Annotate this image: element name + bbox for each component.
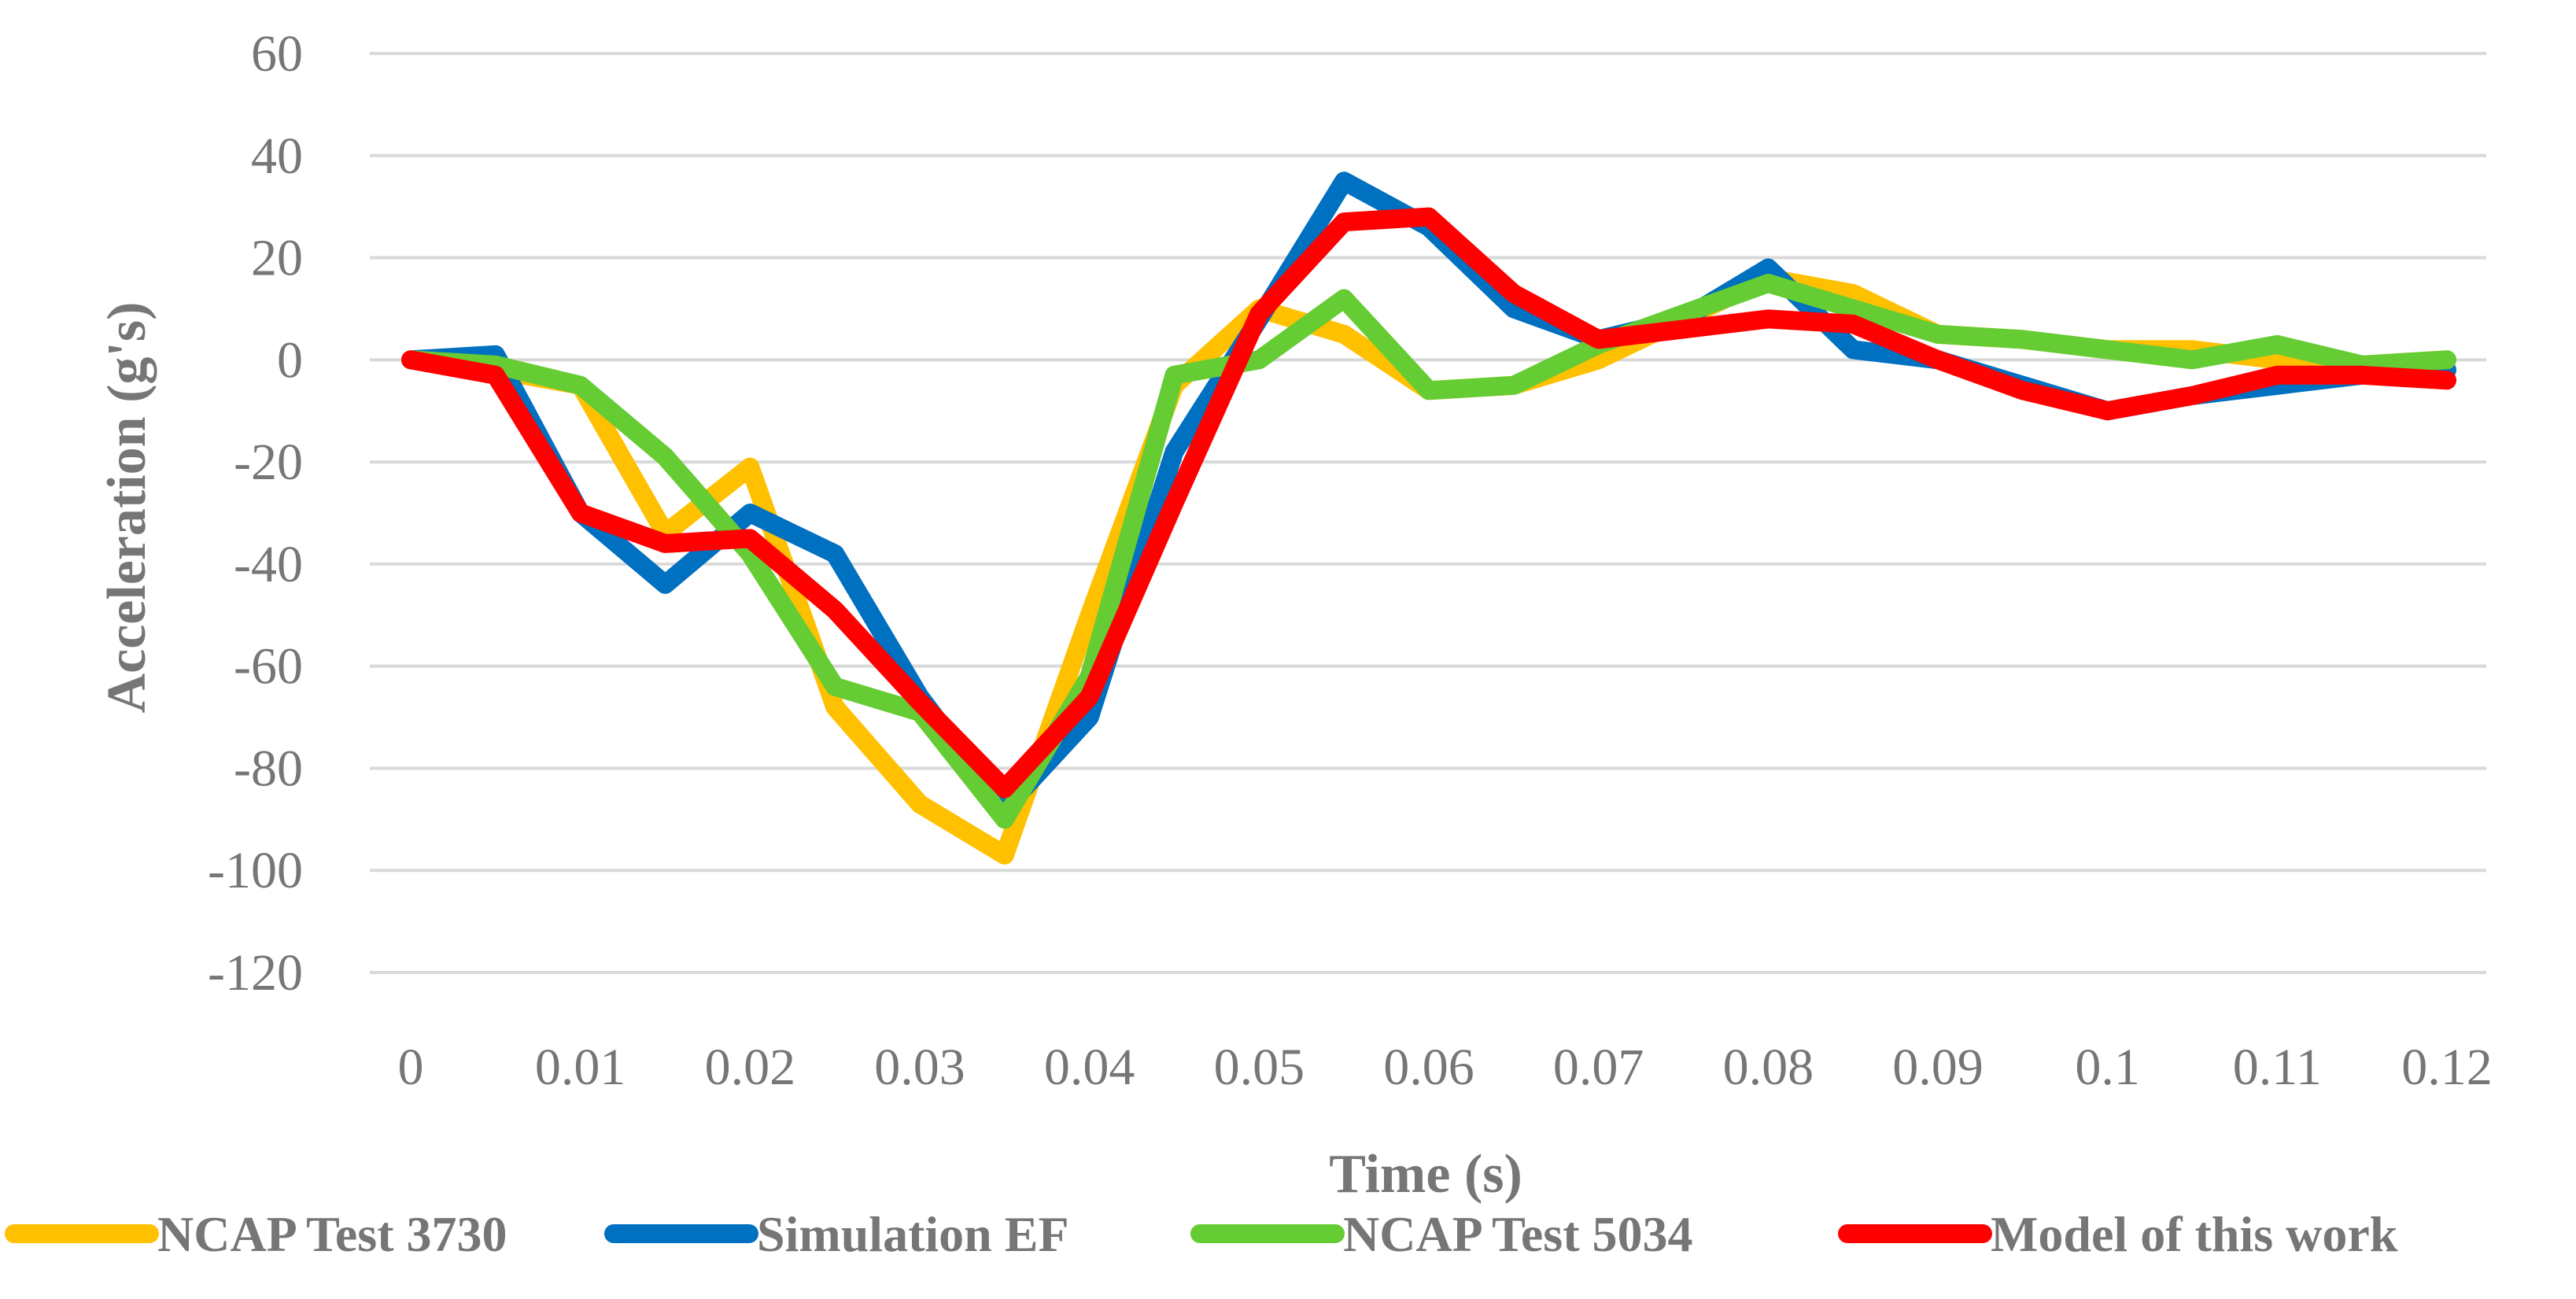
y-tick-label: -40 — [234, 536, 303, 593]
y-tick-label: -60 — [234, 638, 303, 696]
x-tick-label: 0.05 — [1214, 1039, 1305, 1096]
series-line-ncap-test-5034 — [401, 274, 2456, 829]
y-tick-label: -80 — [234, 740, 303, 797]
y-axis-title: Acceleration (g's) — [97, 302, 157, 714]
y-tick-label: -20 — [234, 434, 303, 491]
legend-label-simulation-ef: Simulation EF — [757, 1206, 1069, 1262]
x-axis-ticks: 0 0.01 0.02 0.03 0.04 0.05 0.06 0.07 0.08 0.09 0.1… — [398, 1039, 2493, 1096]
x-tick-label: 0.1 — [2075, 1039, 2140, 1096]
x-tick-label: 0.03 — [874, 1039, 965, 1096]
x-tick-label: 0.09 — [1892, 1039, 1984, 1096]
x-tick-label: 0.01 — [535, 1039, 626, 1096]
legend-label-ncap-test-5034: NCAP Test 5034 — [1343, 1206, 1693, 1262]
series-line-model-of-this-work — [401, 207, 2456, 799]
legend: NCAP Test 3730 Simulation EF NCAP Test 503… — [5, 1206, 2398, 1262]
x-tick-label: 0.11 — [2233, 1039, 2322, 1096]
series-lines — [401, 172, 2456, 865]
x-tick-label: 0.07 — [1553, 1039, 1644, 1096]
x-tick-label: 0.04 — [1044, 1039, 1135, 1096]
x-tick-label: 0.02 — [705, 1039, 796, 1096]
legend-label-model-of-this-work: Model of this work — [1991, 1206, 2398, 1262]
gridlines — [370, 52, 2486, 974]
y-tick-label: -120 — [208, 944, 303, 1002]
y-tick-label: 40 — [251, 127, 303, 185]
y-axis-ticks: 60 40 20 0 -20 -40 -60 -80 -100 -120 — [208, 25, 303, 1002]
x-tick-label: 0.12 — [2401, 1039, 2493, 1096]
x-tick-label: 0 — [398, 1039, 424, 1096]
y-tick-label: -100 — [208, 842, 303, 899]
legend-label-ncap-test-3730: NCAP Test 3730 — [157, 1206, 507, 1262]
x-tick-label: 0.06 — [1383, 1039, 1474, 1096]
y-tick-label: 60 — [251, 25, 303, 83]
x-tick-label: 0.08 — [1723, 1039, 1814, 1096]
y-tick-label: 0 — [277, 331, 303, 389]
x-axis-title: Time (s) — [1329, 1144, 1522, 1205]
y-tick-label: 20 — [251, 230, 303, 287]
